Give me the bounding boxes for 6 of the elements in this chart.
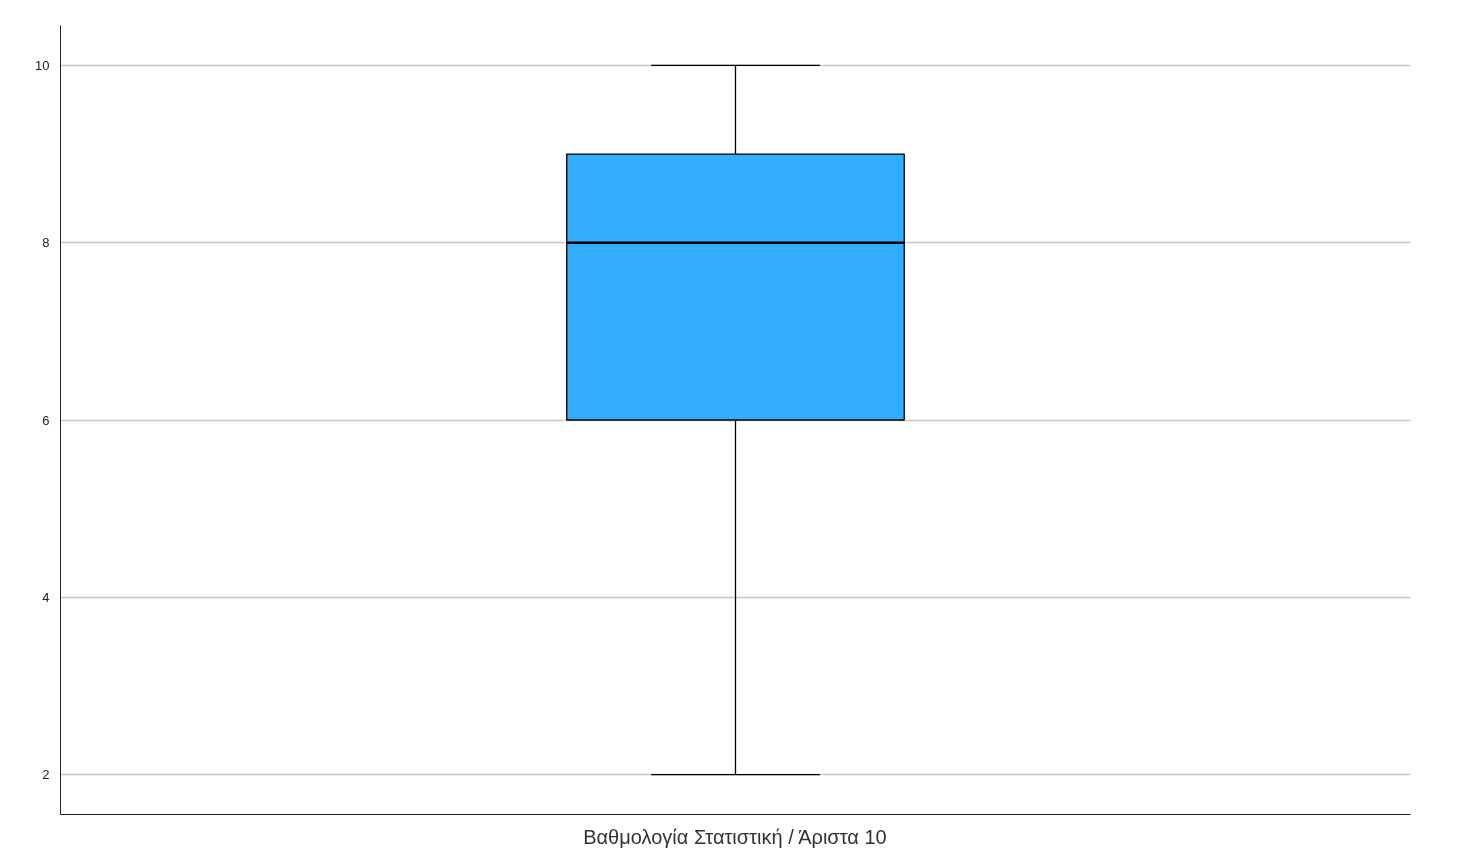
y-tick-label: 4 bbox=[42, 589, 50, 605]
y-tick-label: 6 bbox=[42, 412, 50, 428]
y-tick-label: 8 bbox=[42, 235, 50, 251]
y-tick-label: 10 bbox=[35, 57, 50, 73]
y-tick-label: 2 bbox=[42, 767, 50, 783]
x-tick-label: Βαθμολογία Στατιστική / Άριστα 10 bbox=[583, 825, 887, 848]
